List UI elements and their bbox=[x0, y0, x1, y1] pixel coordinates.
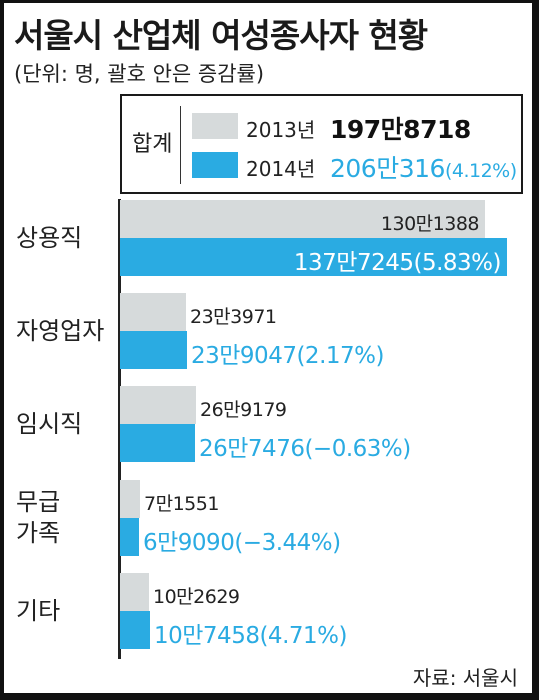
legend-box: 합계 2013년 197만8718 2014년 206만316(4.12%) bbox=[120, 94, 523, 194]
value-label-2014: 23만9047(2.17%) bbox=[191, 343, 384, 369]
value-label-2013: 23만3971 bbox=[190, 306, 277, 328]
value-label-2014: 137만7245(5.83%) bbox=[293, 250, 502, 276]
legend-total-2014: 206만316(4.12%) bbox=[330, 149, 517, 185]
legend-year-2014: 2014년 bbox=[246, 157, 316, 181]
category-axis-line bbox=[118, 199, 121, 659]
legend-swatch-2014 bbox=[192, 152, 238, 178]
value-label-2014: 6만9090(−3.44%) bbox=[143, 530, 341, 556]
legend-total-2014-value: 206만316 bbox=[330, 154, 445, 183]
bar-2013 bbox=[120, 480, 140, 518]
bar-2014 bbox=[120, 424, 195, 462]
legend-divider bbox=[180, 106, 181, 184]
bar-2014 bbox=[120, 518, 139, 556]
legend-total-2014-change: (4.12%) bbox=[444, 160, 517, 182]
legend-swatch-2013 bbox=[192, 113, 238, 139]
value-label-2013: 10만2629 bbox=[153, 586, 240, 608]
bar-2013 bbox=[120, 386, 196, 424]
value-label-2014: 10만7458(4.71%) bbox=[154, 623, 347, 649]
chart-frame: 서울시 산업체 여성종사자 현황 (단위: 명, 괄호 안은 증감률) 합계 2… bbox=[4, 3, 532, 693]
source-note: 자료: 서울시 bbox=[412, 666, 518, 690]
category-label: 기타 bbox=[16, 596, 61, 625]
value-label-2013: 26만9179 bbox=[200, 399, 287, 421]
category-label: 임시직 bbox=[16, 409, 83, 438]
legend-total-2013-value: 197만8718 bbox=[330, 115, 471, 144]
bar-2013 bbox=[120, 573, 149, 611]
value-label-2013: 7만1551 bbox=[144, 493, 219, 515]
legend-total-2013: 197만8718 bbox=[330, 110, 471, 146]
value-label-2013: 130만1388 bbox=[380, 213, 480, 235]
category-label: 자영업자 bbox=[16, 316, 105, 345]
bar-2014 bbox=[120, 331, 187, 369]
chart-subtitle: (단위: 명, 괄호 안은 증감률) bbox=[14, 62, 265, 86]
legend-total-label: 합계 bbox=[132, 132, 173, 157]
bar-2014 bbox=[120, 238, 507, 276]
bar-2014 bbox=[120, 611, 150, 649]
legend-year-2013: 2013년 bbox=[246, 118, 316, 142]
bar-2013 bbox=[120, 293, 186, 331]
category-label: 상용직 bbox=[16, 223, 83, 252]
bar-2013 bbox=[120, 200, 485, 238]
value-label-2014: 26만7476(−0.63%) bbox=[199, 436, 411, 462]
chart-title: 서울시 산업체 여성종사자 현황 bbox=[14, 16, 428, 55]
category-label: 무급 가족 bbox=[16, 488, 61, 547]
